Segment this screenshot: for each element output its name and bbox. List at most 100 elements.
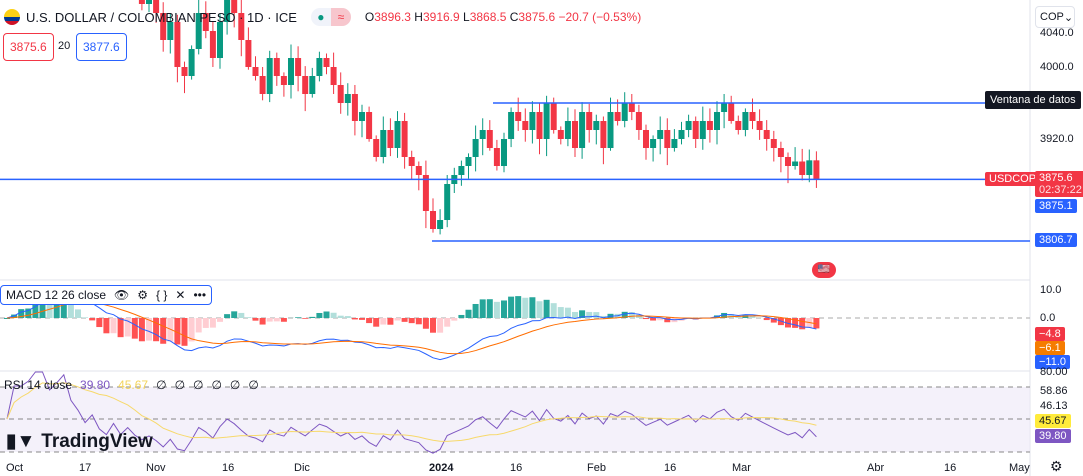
candle	[785, 157, 791, 166]
macd-histogram-bar	[330, 312, 337, 318]
gear-icon[interactable]: ⚙	[137, 288, 149, 302]
candle	[657, 130, 664, 139]
candle	[167, 22, 174, 40]
macd-legend[interactable]: MACD 12 26 close 👁 ⚙ { } ✕ •••	[0, 285, 213, 305]
macd-histogram-bar	[550, 303, 557, 318]
sell-button[interactable]: 3875.6	[3, 33, 54, 61]
candle	[614, 112, 621, 121]
line-price-tag[interactable]: 3875.1	[1035, 199, 1077, 213]
candle	[664, 130, 671, 148]
candle	[252, 67, 259, 76]
buy-button[interactable]: 3877.6	[76, 33, 127, 61]
chevron-down-icon: ⌄	[1063, 11, 1074, 24]
na-value: ∅	[193, 378, 204, 392]
candle	[387, 130, 394, 148]
macd-histogram-bar	[628, 312, 635, 318]
macd-histogram-bar	[422, 318, 429, 329]
candle	[458, 166, 465, 175]
currency-select[interactable]: COP ⌄	[1035, 6, 1075, 28]
macd-histogram-bar	[160, 318, 167, 344]
candle	[685, 121, 692, 130]
candle	[721, 103, 728, 112]
macd-histogram-bar	[351, 318, 358, 320]
candle	[295, 58, 302, 76]
macd-histogram-bar	[60, 299, 67, 318]
time-tick: 16	[510, 462, 523, 474]
candle	[650, 139, 657, 148]
price-tick: 3920.0	[1040, 133, 1074, 145]
candle	[777, 148, 784, 157]
time-tick: Feb	[587, 462, 606, 474]
events-icon[interactable]: 🇺🇸	[812, 262, 836, 278]
time-tick: Mar	[732, 462, 751, 474]
candle	[309, 76, 316, 94]
macd-histogram-bar	[799, 318, 806, 330]
symbol-title[interactable]: U.S. DOLLAR / COLOMBIAN PESO · 1D · ICE	[26, 9, 297, 25]
candle	[174, 22, 181, 67]
spread: 20	[58, 40, 71, 52]
macd-histogram-bar	[25, 308, 32, 318]
price-tick: 4000.0	[1040, 61, 1074, 73]
rsi-legend[interactable]: RSI 14 close 39.80 45.67 ∅ ∅ ∅ ∅ ∅ ∅	[4, 378, 259, 392]
macd-histogram-bar	[344, 316, 351, 318]
macd-histogram-bar	[32, 304, 39, 318]
more-icon[interactable]: •••	[193, 288, 207, 302]
macd-histogram-bar	[430, 318, 436, 333]
candle	[288, 58, 294, 85]
rsi-tick: 80.00	[1040, 366, 1068, 378]
close-icon[interactable]: ✕	[175, 288, 186, 302]
candle	[259, 76, 266, 94]
candle	[380, 130, 387, 157]
source-code-icon[interactable]: { }	[156, 288, 168, 302]
time-tick: Oct	[6, 462, 24, 474]
macd-histogram-bar	[209, 318, 216, 328]
price-tick: 4040.0	[1040, 27, 1074, 39]
last-price-tag: 3875.6 02:37:22	[1035, 171, 1083, 197]
candle	[373, 139, 380, 157]
macd-histogram-bar	[408, 318, 415, 324]
time-tick: 2024	[429, 462, 454, 474]
macd-histogram-bar	[650, 318, 657, 321]
macd-histogram-bar	[217, 318, 223, 322]
candle	[323, 58, 330, 67]
candle	[465, 157, 472, 166]
macd-histogram-bar	[472, 303, 479, 318]
candle	[799, 161, 806, 175]
macd-histogram-bar	[238, 312, 245, 318]
tradingview-logo[interactable]: ▮▼ TradingView	[6, 430, 153, 453]
candle	[742, 112, 749, 130]
eye-icon[interactable]: 👁	[114, 288, 130, 302]
symbol-header: U.S. DOLLAR / COLOMBIAN PESO · 1D · ICE …	[4, 8, 641, 26]
ohlc-values: O3896.3 H3916.9 L3868.5 C3875.6 −20.7 (−…	[364, 10, 642, 24]
candle	[273, 58, 280, 76]
candle	[735, 121, 742, 130]
settings-icon[interactable]: ⚙	[1050, 458, 1063, 474]
candle	[543, 103, 550, 139]
macd-histogram-bar	[309, 316, 316, 318]
macd-histogram-bar	[359, 318, 365, 320]
candle	[146, 0, 152, 4]
macd-histogram-bar	[593, 312, 600, 318]
na-value: ∅	[156, 378, 167, 392]
macd-histogram-bar	[643, 318, 649, 320]
candle	[408, 157, 415, 166]
na-value: ∅	[229, 378, 241, 392]
macd-histogram-bar	[96, 318, 103, 328]
candle	[692, 121, 699, 139]
candle	[529, 112, 536, 130]
line-price-tag[interactable]: 3806.7	[1035, 233, 1077, 247]
candle	[501, 139, 507, 166]
candle	[706, 121, 713, 130]
status-toggle[interactable]: ● ≈	[310, 8, 351, 26]
candles	[138, 0, 820, 235]
candle	[508, 112, 515, 139]
candle	[394, 121, 401, 148]
macd-histogram-bar	[131, 318, 138, 339]
na-value: ∅	[248, 378, 259, 392]
candle	[401, 121, 408, 157]
macd-tick: 10.0	[1040, 284, 1062, 296]
time-tick: Nov	[146, 462, 166, 474]
candle	[444, 184, 451, 220]
candle	[699, 121, 706, 139]
